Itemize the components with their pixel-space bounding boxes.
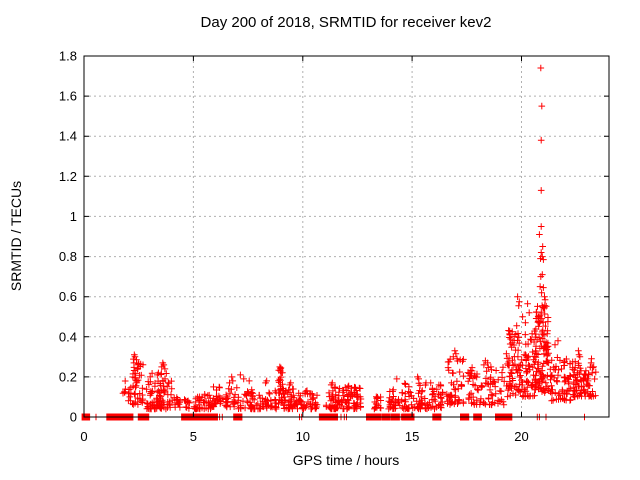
y-axis-title: SRMTID / TECUs xyxy=(8,180,24,292)
y-tick-label: 0.2 xyxy=(59,369,77,384)
x-tick-label: 15 xyxy=(405,429,419,444)
x-tick-label: 20 xyxy=(514,429,528,444)
y-tick-label: 0.6 xyxy=(59,289,77,304)
grid-lines xyxy=(84,56,609,417)
y-tick-label: 0 xyxy=(70,410,77,425)
y-tick-label: 1 xyxy=(70,209,77,224)
y-tick-label: 0.8 xyxy=(59,249,77,264)
x-tick-label: 10 xyxy=(296,429,310,444)
chart-title: Day 200 of 2018, SRMTID for receiver kev… xyxy=(200,14,492,31)
x-axis-title: GPS time / hours xyxy=(292,452,400,468)
data-points xyxy=(92,64,600,421)
y-tick-label: 1.2 xyxy=(59,169,77,184)
plot-border xyxy=(83,55,610,418)
zero-square-markers xyxy=(81,413,513,421)
x-tick-label: 5 xyxy=(190,429,197,444)
y-tick-label: 1.6 xyxy=(59,89,77,104)
y-tick-label: 0.4 xyxy=(59,329,77,344)
y-tick-label: 1.8 xyxy=(59,49,77,64)
x-tick-label: 0 xyxy=(80,429,87,444)
y-tick-label: 1.4 xyxy=(59,129,77,144)
axis-ticks xyxy=(83,55,609,418)
